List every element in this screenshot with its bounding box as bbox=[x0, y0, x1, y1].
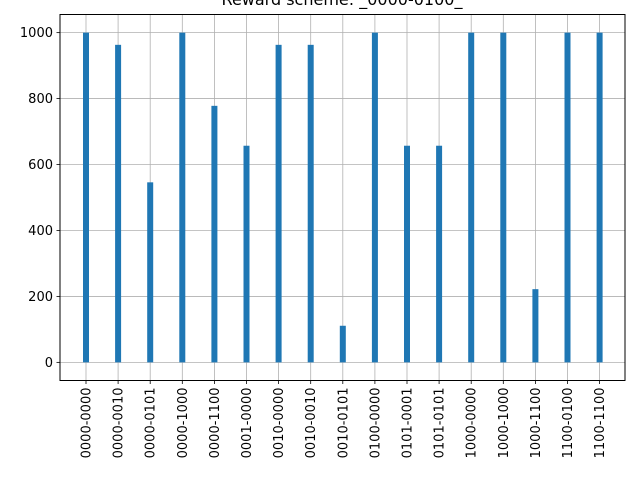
bar bbox=[468, 32, 475, 363]
y-axis: 0 200 400 600 800 1000 bbox=[20, 26, 60, 371]
x-tick-label: 0001-0000 bbox=[240, 388, 255, 459]
x-axis: 0000-0000 0000-0010 0000-0101 0000-1000 0000… bbox=[80, 380, 608, 459]
bar bbox=[500, 32, 507, 363]
bar bbox=[179, 32, 186, 363]
y-tick-label: 200 bbox=[28, 290, 53, 305]
x-tick-label: 1100-1100 bbox=[593, 388, 608, 459]
bar bbox=[404, 145, 410, 363]
bar bbox=[436, 145, 443, 363]
bar bbox=[564, 32, 571, 363]
grid-lines bbox=[60, 14, 625, 381]
x-tick-label: 0010-0000 bbox=[272, 388, 287, 459]
y-tick-label: 1000 bbox=[20, 26, 53, 41]
bar bbox=[83, 32, 89, 363]
y-tick-label: 800 bbox=[28, 92, 53, 107]
x-tick-label: 0100-0000 bbox=[368, 388, 383, 459]
x-tick-label: 1000-0000 bbox=[465, 388, 480, 459]
bar bbox=[147, 182, 154, 363]
x-tick-label: 0000-1100 bbox=[208, 388, 223, 459]
bar bbox=[243, 145, 250, 363]
bar bbox=[307, 44, 314, 363]
x-tick-label: 0101-0101 bbox=[433, 388, 448, 459]
bar bbox=[371, 32, 378, 363]
bar bbox=[532, 289, 539, 363]
bar bbox=[339, 325, 346, 363]
x-tick-label: 0000-0101 bbox=[144, 388, 159, 459]
x-tick-label: 0000-1000 bbox=[176, 388, 191, 459]
x-tick-label: 1100-0100 bbox=[561, 388, 576, 459]
y-tick-label: 600 bbox=[28, 158, 53, 173]
bar bbox=[115, 44, 122, 363]
y-tick-label: 0 bbox=[45, 356, 53, 371]
x-tick-label: 1000-1000 bbox=[497, 388, 512, 459]
x-tick-label: 0000-0000 bbox=[80, 388, 95, 459]
chart-title: Reward scheme: _0000-0100_ bbox=[222, 0, 464, 10]
x-tick-label: 0010-0010 bbox=[304, 388, 319, 459]
x-tick-label: 0101-0001 bbox=[401, 388, 416, 459]
x-tick-label: 0000-0010 bbox=[112, 388, 127, 459]
bar bbox=[596, 32, 603, 363]
x-tick-label: 1000-1100 bbox=[529, 388, 544, 459]
x-tick-label: 0010-0101 bbox=[336, 388, 351, 459]
bar bbox=[275, 44, 282, 363]
y-tick-label: 400 bbox=[28, 224, 53, 239]
bar bbox=[211, 105, 218, 363]
bars bbox=[83, 32, 603, 363]
